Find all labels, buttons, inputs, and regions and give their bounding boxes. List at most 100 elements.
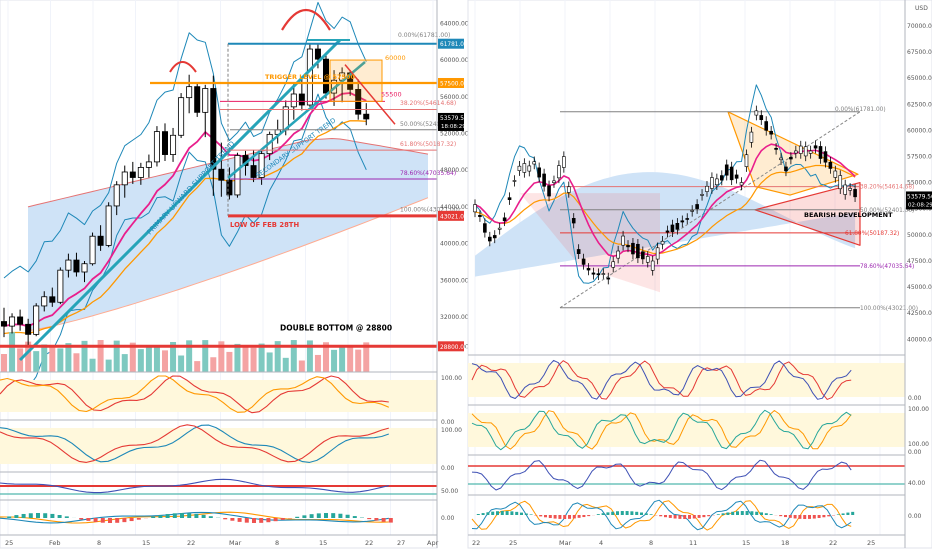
macd-histogram-bar (596, 514, 600, 515)
macd-histogram-bar (846, 512, 850, 515)
stoch-rsi-level-label: 100.00 (908, 441, 929, 448)
candle-body (178, 97, 185, 136)
candle-body (655, 247, 660, 260)
low-feb-label: LOW OF FEB 28TH (230, 221, 299, 229)
left-chart-panel: PRIMARY UPWARD SUPPORT TREND SECONDARY SU… (0, 0, 469, 549)
double-bottom-label: DOUBLE BOTTOM @ 28800 (280, 323, 392, 332)
macd-histogram-bar (769, 514, 773, 515)
volume-bar (339, 345, 346, 372)
volume-bar (226, 351, 233, 372)
macd-histogram-bar (259, 518, 264, 523)
candle-body (298, 93, 305, 106)
volume-bar (170, 341, 177, 372)
volume-bar (258, 343, 265, 372)
candle-body (478, 214, 482, 217)
fib-786-label: 78.60%(47035.64) (400, 170, 456, 177)
candle-body (798, 145, 803, 154)
last-price-timer: 18:08:29 (441, 124, 466, 130)
candle-body (473, 204, 477, 213)
candle-body (838, 175, 843, 190)
candle-body (492, 235, 497, 239)
candle-body (789, 157, 793, 160)
candle-body (769, 130, 773, 135)
candle-body (586, 268, 591, 271)
candle-body (512, 180, 517, 182)
y-tick-label: 36000.00 (440, 277, 469, 284)
candle-body (729, 166, 734, 181)
volume-bar (290, 340, 297, 372)
candle-body (65, 259, 72, 271)
macd-histogram-bar (388, 518, 393, 523)
macd-histogram-bar (345, 514, 350, 518)
macd-histogram-bar (496, 511, 499, 515)
y-tick-label: 44000.00 (440, 204, 469, 211)
macd-histogram-bar (505, 511, 509, 515)
macd-histogram-bar (793, 515, 797, 519)
candle-body (724, 164, 729, 176)
candle-body (626, 245, 630, 248)
candle-body (234, 155, 241, 196)
candle-body (218, 168, 225, 181)
candle-body (210, 88, 217, 170)
y-tick-label: 45000.00 (907, 284, 932, 291)
macd-histogram-bar (252, 518, 256, 523)
price-tag-57500-bg (438, 77, 464, 88)
macd-histogram-bar (755, 511, 759, 515)
macd-histogram-bar (108, 518, 112, 523)
volume-bar (331, 349, 338, 372)
volume-bar (33, 351, 40, 372)
candle-body (363, 113, 370, 120)
oscillator-line (471, 360, 852, 400)
volume-bar (153, 344, 160, 372)
candle-body (759, 115, 764, 121)
macd-histogram-bar (841, 513, 845, 515)
cloud-span-b (27, 197, 429, 332)
x-tick-label: 25 (509, 539, 517, 547)
lower-band (3, 93, 367, 389)
y-tick-label: 40000.00 (440, 241, 469, 248)
candle-body (823, 151, 828, 163)
macd-histogram-bar (43, 513, 48, 518)
candle-body (488, 236, 492, 242)
candle-body (784, 166, 788, 172)
ma-magenta (3, 92, 367, 328)
macd-histogram-bar (726, 512, 730, 515)
oscillator-line (471, 500, 852, 531)
oscillator-line (471, 359, 852, 400)
volume-bar (1, 354, 7, 372)
x-tick-label: Mar (559, 539, 572, 547)
rsi-level-label: 50.00 (441, 488, 458, 495)
fib-382-label: 38.20%(54614.68) (860, 185, 914, 191)
stoch-rsi-level-label: 100.00 (441, 427, 462, 434)
ma-magenta (474, 143, 856, 258)
stoch-rsi-level-label: 0.00 (908, 449, 922, 456)
macd-histogram-bar (172, 513, 177, 518)
y-tick-label: 55000.00 (907, 180, 932, 187)
candle-body (522, 163, 527, 173)
macd-histogram-bar (201, 514, 206, 518)
fib-618-label: 61.80%(50187.32) (845, 231, 899, 237)
candle-body (170, 134, 177, 155)
macd-histogram-bar (524, 513, 528, 515)
candle-body (347, 72, 354, 90)
macd-histogram-bar (374, 518, 379, 521)
oscillator-line (0, 424, 389, 463)
macd-histogram-bar (230, 518, 235, 521)
fib-786-label: 78.60%(47035.64) (860, 264, 914, 270)
volume-bar (89, 358, 96, 372)
x-tick-label: 15 (319, 539, 327, 547)
macd-histogram-bar (779, 515, 783, 517)
macd-histogram-bar (635, 511, 639, 515)
price-tag-61781: 61781.00 (440, 42, 468, 48)
volume-bar (25, 341, 32, 372)
candle-body (754, 110, 759, 116)
macd-histogram-bar (649, 514, 653, 515)
price-tag-28800-bg (438, 341, 464, 352)
candle-body (202, 88, 209, 113)
volume-bar (65, 343, 72, 372)
volume-bar (129, 342, 136, 372)
volume-bar (210, 357, 217, 372)
last-price-timer: 02:08:29 (908, 202, 932, 208)
candle-body (591, 272, 596, 275)
candle-body (601, 273, 606, 275)
